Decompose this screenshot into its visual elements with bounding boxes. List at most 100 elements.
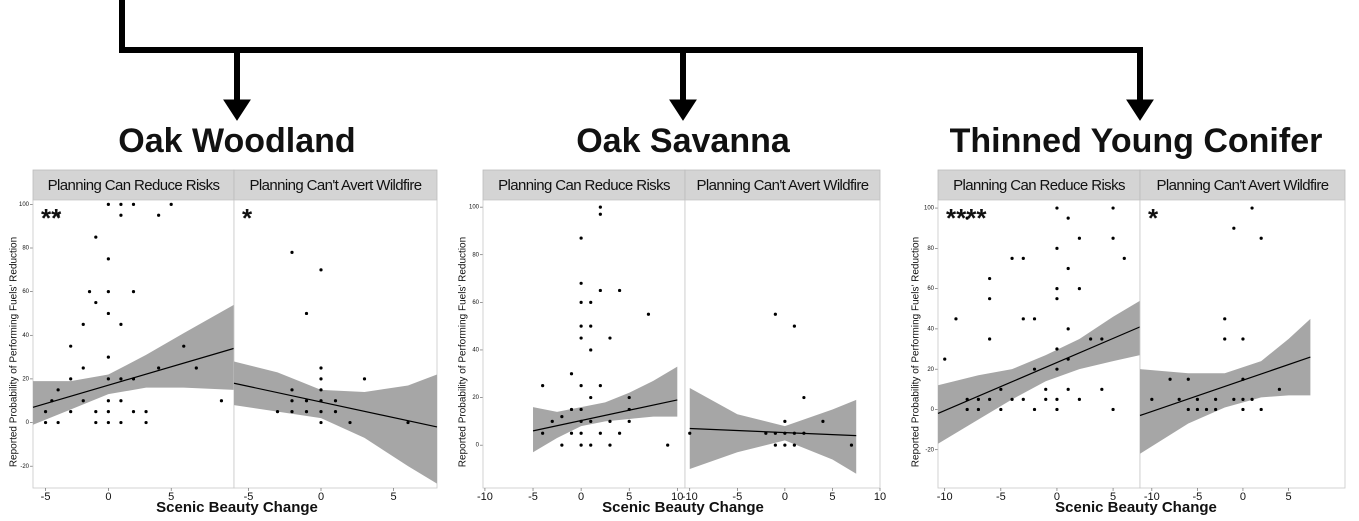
point xyxy=(1032,367,1037,371)
point xyxy=(569,431,574,435)
point xyxy=(608,443,612,447)
x-tick-label: 5 xyxy=(626,491,632,503)
x-tick-label: -10 xyxy=(1144,491,1160,503)
point xyxy=(106,202,110,206)
point xyxy=(157,366,161,370)
point xyxy=(598,212,602,216)
point xyxy=(1232,226,1236,230)
x-tick-label: 0 xyxy=(1054,491,1060,503)
point xyxy=(1021,256,1025,261)
point xyxy=(773,443,777,447)
strip-label: Planning Can't Avert Wildfire xyxy=(697,177,869,194)
point xyxy=(802,395,806,400)
point xyxy=(56,213,60,217)
point xyxy=(560,443,564,447)
point xyxy=(119,420,123,425)
point xyxy=(646,312,651,316)
point xyxy=(69,410,73,414)
x-axis-label: Scenic Beauty Change xyxy=(602,499,764,516)
x-tick-label: 5 xyxy=(829,491,835,503)
point xyxy=(764,431,768,435)
point xyxy=(579,431,583,435)
point xyxy=(144,410,148,414)
point xyxy=(1010,397,1014,401)
point xyxy=(773,312,777,316)
point xyxy=(598,205,602,209)
confidence-band xyxy=(234,361,437,484)
point xyxy=(94,420,98,425)
point xyxy=(144,420,148,425)
point xyxy=(1250,397,1254,401)
group-title: Oak Savanna xyxy=(576,122,791,160)
point xyxy=(1066,216,1070,220)
x-tick-label: 5 xyxy=(1110,491,1116,503)
fit-line xyxy=(532,399,678,432)
fit-line xyxy=(233,382,438,428)
point xyxy=(627,419,631,423)
x-tick-label: -5 xyxy=(732,491,742,503)
point xyxy=(56,388,60,392)
point xyxy=(617,288,622,293)
point xyxy=(792,324,796,328)
point xyxy=(50,399,54,403)
point xyxy=(579,443,583,447)
point xyxy=(773,431,777,435)
strip xyxy=(233,169,438,201)
point xyxy=(783,419,787,423)
point xyxy=(304,410,309,414)
point xyxy=(362,377,367,381)
point xyxy=(106,377,110,381)
fit-line xyxy=(689,427,857,437)
point xyxy=(550,419,554,423)
point xyxy=(106,311,110,316)
point xyxy=(43,420,48,425)
point xyxy=(131,377,136,381)
point xyxy=(589,443,593,447)
point xyxy=(627,395,631,400)
point xyxy=(131,202,136,206)
significance-annotation: * xyxy=(1148,203,1159,233)
point xyxy=(1241,407,1245,412)
point xyxy=(81,322,85,326)
x-tick-label: 5 xyxy=(1285,491,1291,503)
point xyxy=(106,420,110,425)
point xyxy=(348,420,352,425)
point xyxy=(1177,397,1181,401)
point xyxy=(821,419,825,423)
point xyxy=(1122,256,1126,261)
y-tick-label: 20 xyxy=(927,367,934,373)
point xyxy=(569,407,574,412)
point xyxy=(976,407,981,412)
confidence-band xyxy=(938,300,1140,444)
point xyxy=(1241,397,1245,401)
point xyxy=(589,324,593,328)
point xyxy=(1021,317,1025,321)
strip xyxy=(482,169,686,201)
point xyxy=(1111,206,1115,210)
point xyxy=(988,337,992,341)
confidence-band xyxy=(33,304,234,425)
point xyxy=(1168,377,1172,381)
x-tick-label: -5 xyxy=(41,491,51,503)
point xyxy=(541,431,545,435)
point xyxy=(94,410,98,414)
point xyxy=(319,410,323,414)
point xyxy=(319,268,323,272)
panel-frame xyxy=(1139,199,1346,489)
point xyxy=(1100,337,1104,341)
x-axis-label: Scenic Beauty Change xyxy=(156,499,318,516)
point xyxy=(81,399,85,403)
point xyxy=(1055,206,1059,210)
y-axis-label: Reported Probability of Performing Fuels… xyxy=(911,237,922,467)
point xyxy=(792,443,796,447)
point xyxy=(1259,407,1263,412)
x-tick-label: -10 xyxy=(477,491,493,503)
point xyxy=(290,250,294,254)
point xyxy=(1223,337,1227,341)
y-tick-label: 60 xyxy=(472,300,479,306)
point xyxy=(43,410,48,414)
panel-frame xyxy=(482,199,686,489)
point xyxy=(943,357,947,361)
point xyxy=(688,431,692,435)
x-tick-label: -5 xyxy=(996,491,1006,503)
